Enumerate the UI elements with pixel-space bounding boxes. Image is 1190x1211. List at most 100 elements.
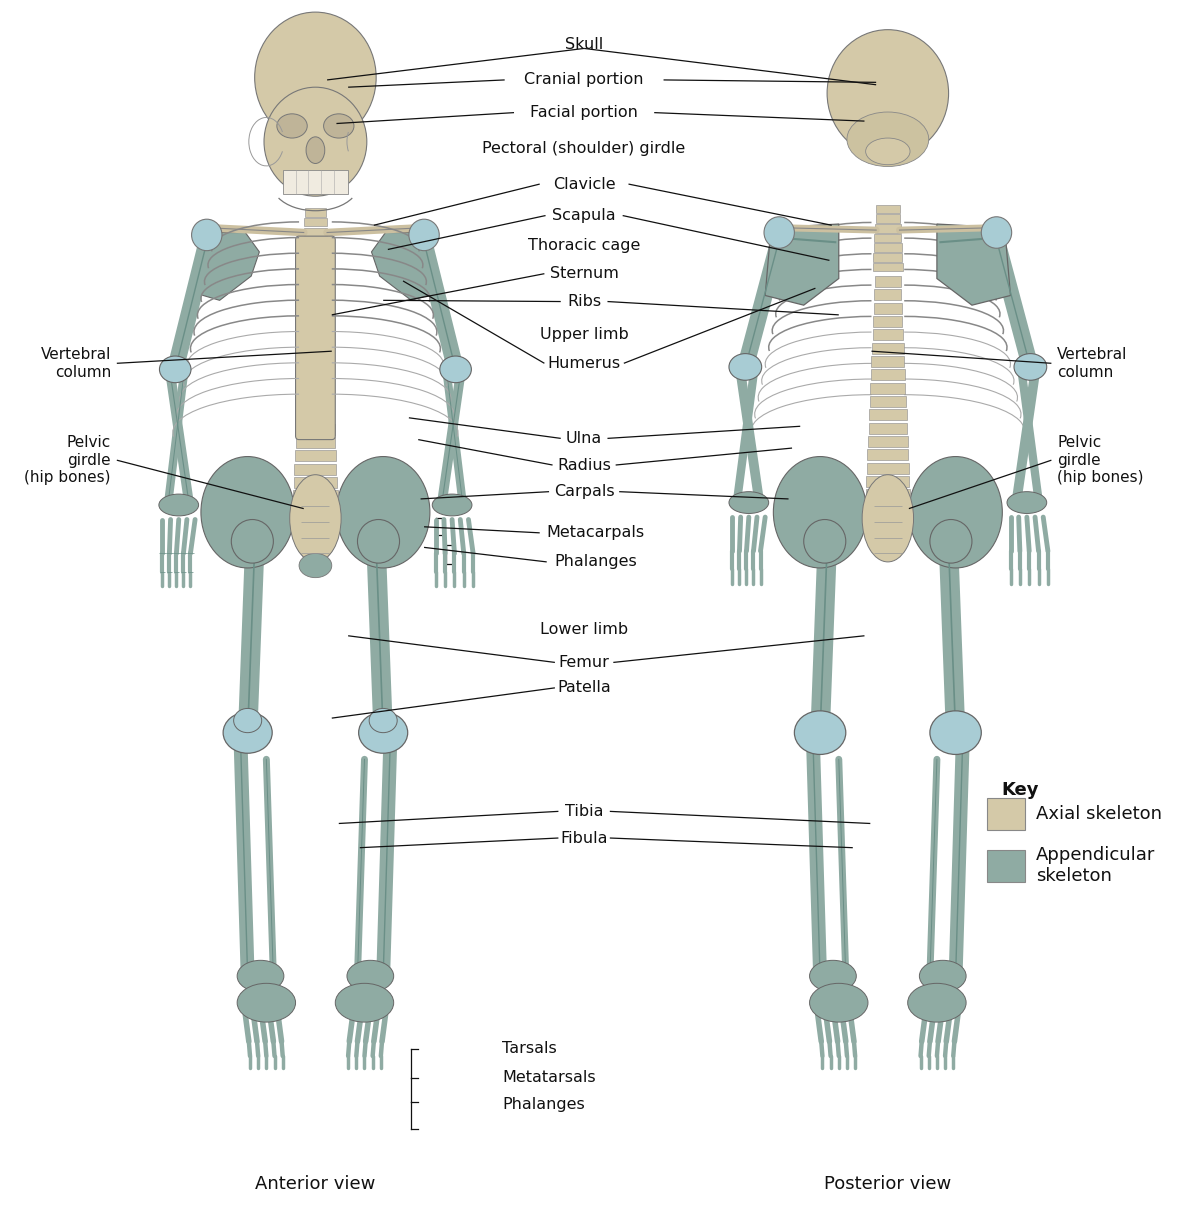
Text: Appendicular
skeleton: Appendicular skeleton <box>1036 846 1155 885</box>
Text: Pelvic
girdle
(hip bones): Pelvic girdle (hip bones) <box>25 435 111 486</box>
Bar <box>869 409 907 420</box>
Polygon shape <box>195 233 259 300</box>
Bar <box>872 329 903 340</box>
Bar <box>873 243 902 252</box>
Ellipse shape <box>764 217 795 248</box>
Text: Cranial portion: Cranial portion <box>525 73 644 87</box>
Bar <box>875 234 901 242</box>
Ellipse shape <box>1014 354 1047 380</box>
Text: Facial portion: Facial portion <box>531 105 638 120</box>
Ellipse shape <box>847 113 928 167</box>
Bar <box>293 490 338 501</box>
Ellipse shape <box>809 983 868 1022</box>
Bar <box>868 436 908 447</box>
Ellipse shape <box>369 708 397 733</box>
Bar <box>301 317 330 328</box>
Bar <box>866 476 909 487</box>
Bar <box>302 257 328 265</box>
Ellipse shape <box>865 138 910 165</box>
FancyBboxPatch shape <box>295 236 336 440</box>
Text: Clavicle: Clavicle <box>553 177 615 191</box>
Text: Carpals: Carpals <box>553 484 614 499</box>
Text: Patella: Patella <box>557 681 610 695</box>
Ellipse shape <box>1007 492 1047 513</box>
Ellipse shape <box>929 711 982 754</box>
Bar <box>303 228 327 236</box>
Ellipse shape <box>809 960 857 992</box>
Ellipse shape <box>827 29 948 156</box>
Bar <box>294 477 337 488</box>
Bar <box>283 170 349 194</box>
Bar <box>295 437 336 448</box>
Ellipse shape <box>237 983 295 1022</box>
Ellipse shape <box>347 960 394 992</box>
Circle shape <box>803 520 846 563</box>
Text: Thoracic cage: Thoracic cage <box>528 239 640 253</box>
Text: Sternum: Sternum <box>550 266 619 281</box>
Bar <box>300 331 331 342</box>
Bar <box>301 304 330 315</box>
Bar <box>876 205 900 213</box>
Bar <box>872 343 903 354</box>
Ellipse shape <box>299 553 332 578</box>
Bar <box>298 384 333 395</box>
Text: Vertebral
column: Vertebral column <box>40 348 111 379</box>
Bar <box>875 276 901 287</box>
Text: Pelvic
girdle
(hip bones): Pelvic girdle (hip bones) <box>1057 435 1144 486</box>
Bar <box>294 464 337 475</box>
Bar <box>865 489 910 500</box>
Bar <box>988 798 1025 830</box>
Ellipse shape <box>908 983 966 1022</box>
Circle shape <box>357 520 400 563</box>
Text: Metatarsals: Metatarsals <box>502 1071 596 1085</box>
Ellipse shape <box>233 708 262 733</box>
Ellipse shape <box>292 483 339 562</box>
Bar <box>871 369 904 380</box>
Bar <box>876 214 900 223</box>
Bar <box>295 450 336 461</box>
Bar <box>301 266 330 275</box>
Ellipse shape <box>729 492 769 513</box>
Bar <box>875 224 901 233</box>
Ellipse shape <box>237 960 284 992</box>
Ellipse shape <box>336 983 394 1022</box>
Ellipse shape <box>324 114 353 138</box>
Ellipse shape <box>201 457 294 568</box>
Ellipse shape <box>159 356 192 383</box>
Bar <box>299 371 332 381</box>
Polygon shape <box>765 224 839 305</box>
Text: Femur: Femur <box>558 655 609 670</box>
Bar <box>302 247 328 256</box>
Bar <box>869 423 907 434</box>
Bar <box>871 356 904 367</box>
Text: Axial skeleton: Axial skeleton <box>1036 805 1163 822</box>
Text: Lower limb: Lower limb <box>540 622 628 637</box>
Ellipse shape <box>159 494 199 516</box>
Text: Humerus: Humerus <box>547 356 621 371</box>
Text: Vertebral
column: Vertebral column <box>1057 348 1128 379</box>
Bar <box>303 237 327 246</box>
Bar <box>299 357 332 368</box>
Ellipse shape <box>920 960 966 992</box>
Ellipse shape <box>795 711 846 754</box>
Bar <box>875 289 901 300</box>
Ellipse shape <box>224 712 273 753</box>
Text: Posterior view: Posterior view <box>825 1176 952 1193</box>
Ellipse shape <box>440 356 471 383</box>
Ellipse shape <box>255 12 376 143</box>
Bar <box>870 396 906 407</box>
Text: Tarsals: Tarsals <box>502 1041 557 1056</box>
Bar <box>866 463 909 474</box>
Bar <box>305 208 326 217</box>
Ellipse shape <box>358 712 408 753</box>
Circle shape <box>929 520 972 563</box>
Bar <box>300 344 331 355</box>
Text: Ribs: Ribs <box>568 294 601 309</box>
Text: Key: Key <box>1001 781 1039 798</box>
Polygon shape <box>937 224 1010 305</box>
Text: Phalanges: Phalanges <box>502 1097 585 1112</box>
Bar <box>296 411 334 421</box>
Text: Upper limb: Upper limb <box>540 327 628 342</box>
Circle shape <box>231 520 274 563</box>
Ellipse shape <box>409 219 439 251</box>
